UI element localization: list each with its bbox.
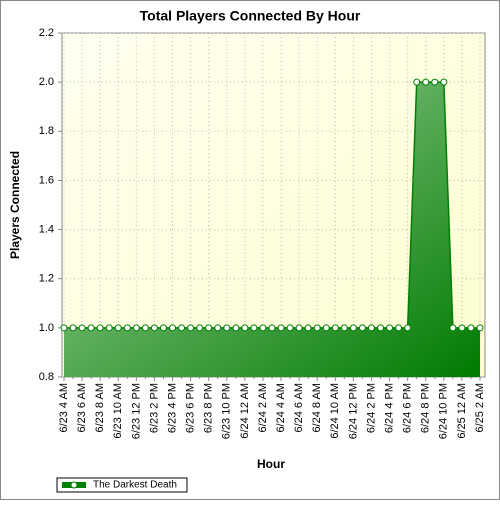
x-tick-label: 6/24 2 AM xyxy=(257,383,269,433)
x-tick-label: 6/23 10 PM xyxy=(221,383,233,439)
x-tick-label: 6/24 8 AM xyxy=(311,383,323,433)
marker xyxy=(268,324,276,332)
area xyxy=(64,82,480,378)
marker xyxy=(187,324,195,332)
marker xyxy=(377,324,385,332)
marker xyxy=(358,324,366,332)
marker xyxy=(449,324,457,332)
marker xyxy=(60,324,68,332)
x-tick-label: 6/24 2 PM xyxy=(365,383,377,433)
x-tick-label: 6/23 8 AM xyxy=(94,383,106,433)
x-tick-label: 6/23 12 PM xyxy=(130,383,142,439)
marker xyxy=(250,324,258,332)
marker xyxy=(96,324,104,332)
marker xyxy=(349,324,357,332)
x-tick-label: 6/25 12 AM xyxy=(456,383,468,439)
legend-marker xyxy=(70,481,78,489)
marker xyxy=(259,324,267,332)
marker xyxy=(141,324,149,332)
x-tick-label: 6/24 12 AM xyxy=(239,383,251,439)
x-tick-label: 6/23 8 PM xyxy=(203,383,215,433)
marker xyxy=(413,78,421,86)
x-tick-label: 6/24 6 PM xyxy=(402,383,414,433)
marker xyxy=(313,324,321,332)
marker xyxy=(404,324,412,332)
marker xyxy=(422,78,430,86)
x-axis-label: Hour xyxy=(257,457,285,471)
legend: The Darkest Death xyxy=(56,477,188,493)
x-tick-label: 6/25 2 AM xyxy=(474,383,486,433)
marker xyxy=(232,324,240,332)
x-tick-label: 6/24 8 PM xyxy=(420,383,432,433)
legend-box xyxy=(56,477,188,493)
y-tick-label: 1.2 xyxy=(39,273,54,285)
y-tick-label: 0.8 xyxy=(39,371,54,383)
marker xyxy=(169,324,177,332)
y-tick-label: 1.8 xyxy=(39,125,54,137)
y-tick-label: 1.0 xyxy=(39,322,54,334)
marker xyxy=(431,78,439,86)
marker xyxy=(304,324,312,332)
x-tick-label: 6/23 6 AM xyxy=(76,383,88,433)
marker xyxy=(458,324,466,332)
marker xyxy=(241,324,249,332)
marker xyxy=(196,324,204,332)
marker xyxy=(150,324,158,332)
x-tick-label: 6/23 4 PM xyxy=(166,383,178,433)
marker xyxy=(123,324,131,332)
marker xyxy=(159,324,167,332)
marker xyxy=(69,324,77,332)
marker xyxy=(277,324,285,332)
marker xyxy=(386,324,394,332)
x-tick-label: 6/24 10 PM xyxy=(438,383,450,439)
x-tick-label: 6/23 6 PM xyxy=(185,383,197,433)
y-axis-label: Players Connected xyxy=(8,151,22,259)
marker xyxy=(331,324,339,332)
x-tick-label: 6/23 4 AM xyxy=(58,383,70,433)
marker xyxy=(367,324,375,332)
x-tick-label: 6/23 2 PM xyxy=(148,383,160,433)
legend-label: The Darkest Death xyxy=(93,480,177,491)
marker xyxy=(214,324,222,332)
marker xyxy=(340,324,348,332)
chart-title: Total Players Connected By Hour xyxy=(140,8,361,24)
marker xyxy=(205,324,213,332)
marker xyxy=(395,324,403,332)
marker xyxy=(295,324,303,332)
marker xyxy=(467,324,475,332)
marker xyxy=(286,324,294,332)
x-tick-label: 6/24 4 PM xyxy=(383,383,395,433)
x-tick-label: 6/23 10 AM xyxy=(112,383,124,439)
marker xyxy=(322,324,330,332)
y-tick-label: 1.4 xyxy=(39,223,54,235)
y-tick-label: 2.0 xyxy=(39,76,54,88)
marker xyxy=(440,78,448,86)
x-tick-label: 6/24 12 PM xyxy=(347,383,359,439)
marker xyxy=(87,324,95,332)
marker xyxy=(114,324,122,332)
x-tick-label: 6/24 4 AM xyxy=(275,383,287,433)
marker xyxy=(178,324,186,332)
marker xyxy=(223,324,231,332)
marker xyxy=(476,324,484,332)
y-tick-label: 2.2 xyxy=(39,27,54,39)
x-tick-label: 6/24 10 AM xyxy=(329,383,341,439)
y-tick-label: 1.6 xyxy=(39,174,54,186)
marker xyxy=(132,324,140,332)
x-tick-label: 6/24 6 AM xyxy=(293,383,305,433)
marker xyxy=(78,324,86,332)
marker xyxy=(105,324,113,332)
